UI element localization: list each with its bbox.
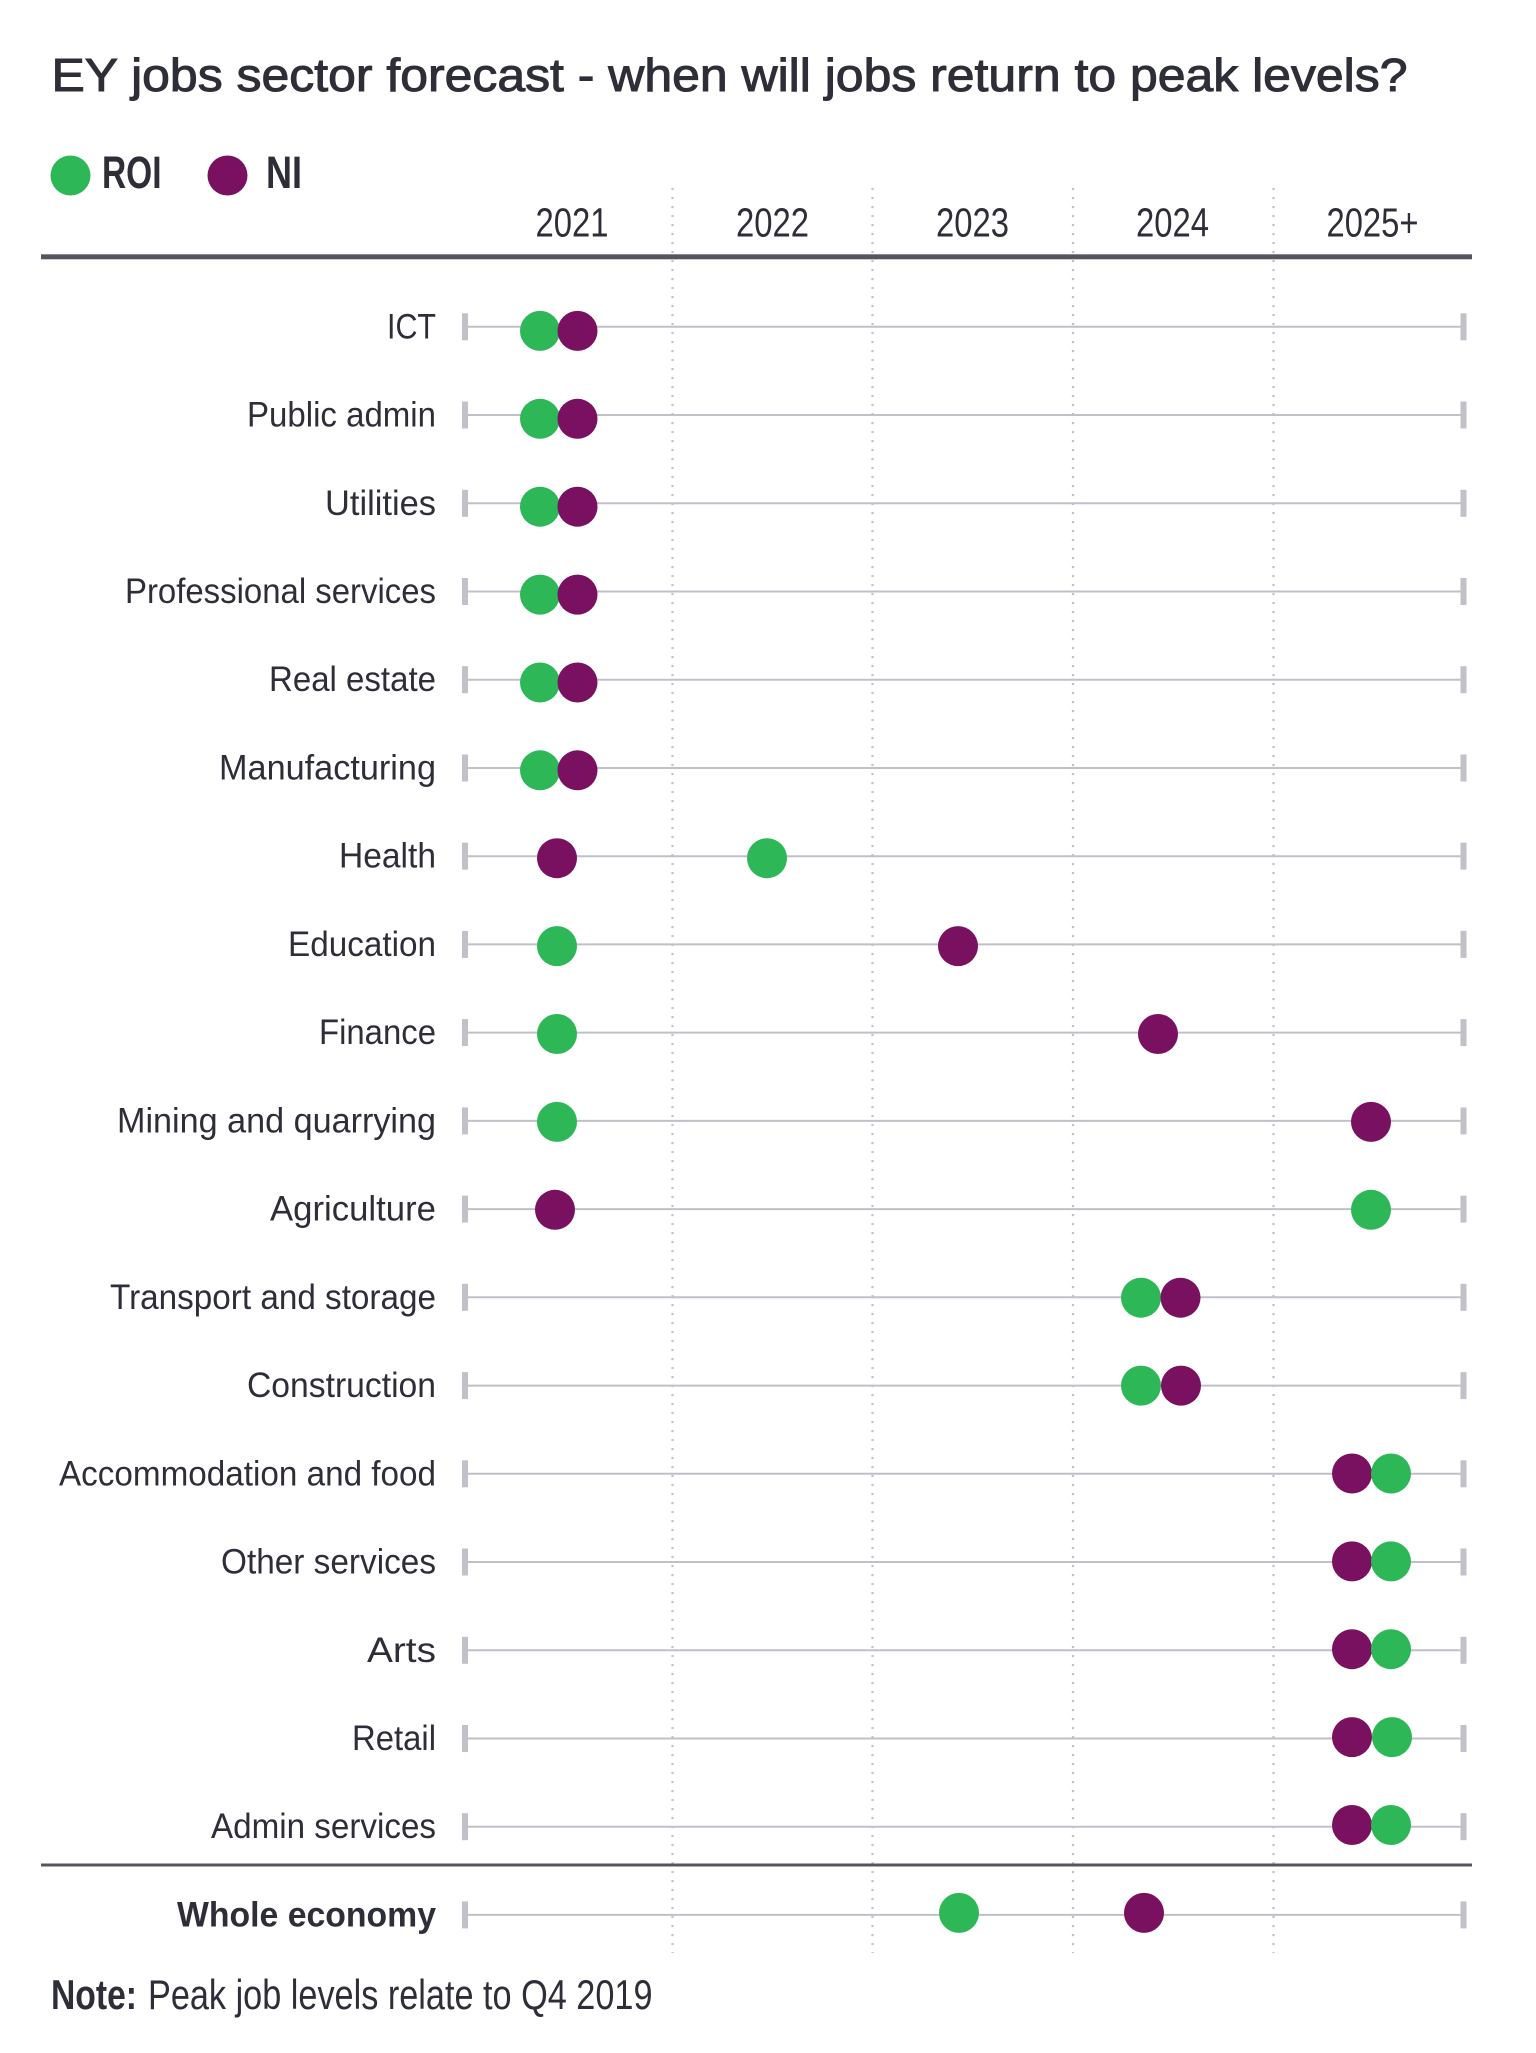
- svg-text:Arts: Arts: [367, 1630, 436, 1670]
- svg-text:Peak job levels relate to Q4 2: Peak job levels relate to Q4 2019: [148, 1971, 653, 2018]
- svg-text:Professional services: Professional services: [125, 571, 436, 611]
- svg-text:2025+: 2025+: [1327, 199, 1419, 245]
- svg-text:2023: 2023: [936, 199, 1009, 245]
- svg-text:Note:: Note:: [51, 1971, 137, 2018]
- svg-text:Other services: Other services: [221, 1542, 436, 1582]
- svg-text:EY jobs sector forecast - when: EY jobs sector forecast - when will jobs…: [52, 49, 1408, 101]
- svg-text:ROI: ROI: [102, 147, 162, 198]
- svg-text:Whole economy: Whole economy: [177, 1894, 436, 1934]
- svg-text:Utilities: Utilities: [325, 483, 436, 523]
- svg-text:Manufacturing: Manufacturing: [219, 748, 436, 788]
- svg-text:Accommodation and food: Accommodation and food: [59, 1453, 436, 1493]
- svg-text:Health: Health: [339, 836, 436, 876]
- svg-text:ICT: ICT: [387, 306, 436, 346]
- svg-text:NI: NI: [266, 147, 302, 198]
- svg-text:Agriculture: Agriculture: [270, 1189, 436, 1229]
- svg-text:Education: Education: [288, 924, 436, 964]
- svg-text:2022: 2022: [736, 199, 809, 245]
- svg-text:Public admin: Public admin: [247, 395, 436, 435]
- svg-text:Construction: Construction: [247, 1365, 436, 1405]
- svg-text:Retail: Retail: [352, 1718, 436, 1758]
- svg-text:Admin services: Admin services: [211, 1806, 436, 1846]
- svg-text:Finance: Finance: [319, 1012, 436, 1052]
- svg-text:Real estate: Real estate: [269, 659, 436, 699]
- svg-text:Transport and storage: Transport and storage: [110, 1277, 436, 1317]
- svg-text:2021: 2021: [536, 199, 609, 245]
- svg-text:Mining and quarrying: Mining and quarrying: [117, 1100, 436, 1140]
- svg-text:2024: 2024: [1136, 199, 1209, 245]
